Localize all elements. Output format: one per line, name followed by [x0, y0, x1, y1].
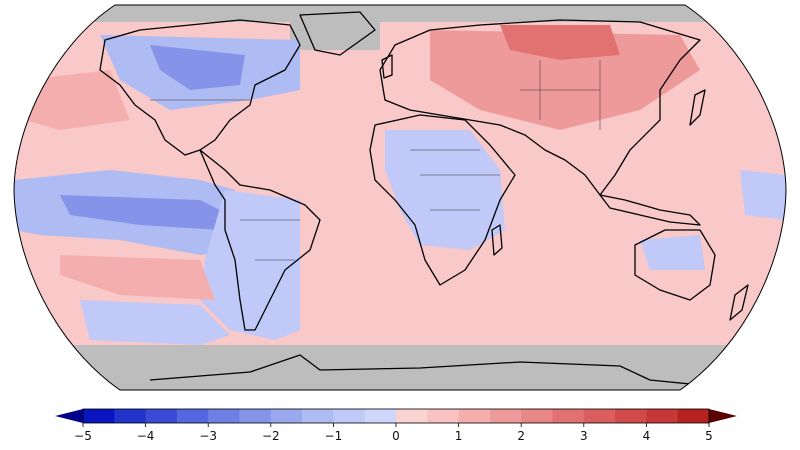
missing-data-greenland: [290, 5, 380, 50]
colorbar-segment: [208, 409, 240, 423]
colorbar-tick-label: −2: [262, 429, 280, 443]
colorbar-segments: [83, 409, 710, 423]
colorbar-segment: [333, 409, 366, 423]
colorbar-segment: [615, 409, 647, 423]
coastline-british-isles: [381, 54, 393, 79]
colorbar-tick-label: −5: [74, 429, 92, 443]
colorbar-tick-label: 5: [705, 429, 713, 443]
coastline-eurasia: [379, 19, 701, 196]
coastline-north-america: [99, 19, 301, 156]
colorbar-tick-label: −4: [137, 429, 155, 443]
coastlines: [99, 11, 749, 386]
cold-anomaly-pacific-core: [60, 195, 230, 230]
colorbar-segment: [302, 409, 334, 423]
colorbar-segment: [396, 409, 428, 423]
cold-anomaly-canada-core: [150, 45, 245, 90]
colorbar-segment: [583, 409, 616, 423]
colorbar-segment: [270, 409, 303, 423]
colorbar-tick-label: 2: [517, 429, 525, 443]
colorbar-segment: [427, 409, 460, 423]
coastline-antarctica: [149, 354, 701, 386]
globe-outline: [13, 4, 787, 391]
colorbar-segment: [239, 409, 272, 423]
colorbar-under-arrow: [55, 409, 83, 423]
colorbar-segment: [552, 409, 585, 423]
colorbar-segment: [145, 409, 178, 423]
country-borders: [150, 60, 601, 261]
warm-anomaly-north-pacific: [25, 70, 130, 130]
cold-anomaly-south-pacific: [80, 300, 230, 345]
colorbar-tick-label: −1: [325, 429, 343, 443]
colorbar: −5 −4 −3 −2 −1 0 1 2 3 4 5: [55, 408, 737, 443]
colorbar-tick-label: 1: [455, 429, 463, 443]
colorbar-segment: [458, 409, 491, 423]
coastline-south-america: [199, 149, 321, 331]
colorbar-segment: [114, 409, 147, 423]
cold-anomaly-africa: [385, 130, 505, 250]
colorbar-segment: [364, 409, 397, 423]
colorbar-over-arrow: [709, 409, 737, 423]
map-panel: [13, 4, 787, 391]
coastline-indonesia: [599, 194, 701, 226]
coastline-australia: [634, 229, 716, 301]
colorbar-segment: [521, 409, 553, 423]
colorbar-tick-label: 4: [643, 429, 651, 443]
colorbar-ticks: −5 −4 −3 −2 −1 0 1 2 3 4 5: [74, 423, 713, 443]
coastline-new-zealand: [729, 284, 749, 321]
colorbar-tick-label: 0: [392, 429, 400, 443]
missing-data-north: [14, 5, 786, 22]
colorbar-segment: [677, 409, 710, 423]
warm-anomaly-south-pacific: [60, 255, 215, 300]
colorbar-segment: [489, 409, 522, 423]
coastline-africa: [369, 114, 516, 286]
warm-anomaly-eurasia: [430, 30, 700, 130]
anomaly-patches: [14, 5, 786, 390]
coastline-greenland: [299, 11, 376, 56]
warm-anomaly-siberia-core: [500, 25, 620, 60]
colorbar-segment: [83, 409, 115, 423]
cold-anomaly-east-pacific-edge: [740, 170, 786, 220]
coastline-madagascar: [491, 224, 503, 256]
missing-data-south: [14, 345, 786, 390]
colorbar-tick-label: 3: [580, 429, 588, 443]
colorbar-tick-label: −3: [199, 429, 217, 443]
colorbar-segment: [176, 409, 209, 423]
colorbar-segment: [646, 409, 679, 423]
cold-anomaly-australia: [640, 235, 705, 270]
coastline-japan: [689, 89, 706, 126]
